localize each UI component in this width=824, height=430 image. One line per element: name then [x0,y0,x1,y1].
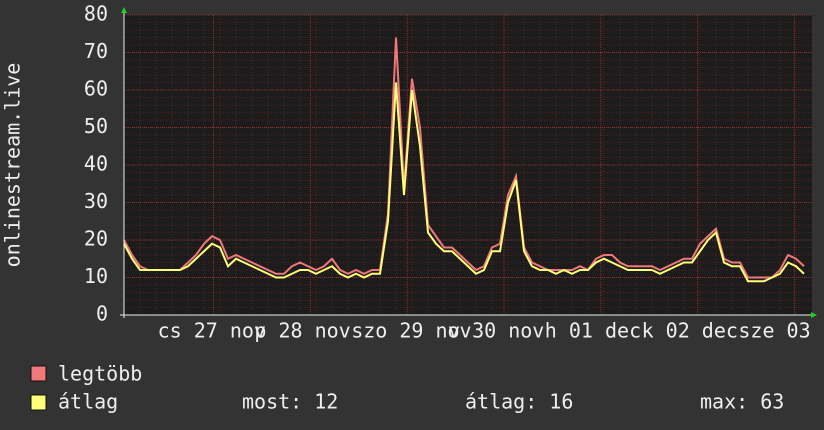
y-axis-label: onlinestream.live [1,63,25,268]
x-tick-label: szo 29 nov [351,319,471,343]
y-tick-label: 60 [84,77,108,101]
stat-average: átlag: 16 [465,390,573,414]
x-tick-label: sze 03 [738,319,810,343]
x-tick-label: p 28 nov [254,319,350,343]
x-tick-label: cs 27 nov [158,319,266,343]
legend-label: legtöbb [58,362,142,386]
y-tick-label: 70 [84,39,108,63]
series-line [123,37,805,279]
series-line [123,82,805,283]
stat-current: most: 12 [242,390,338,414]
y-tick-label: 30 [84,189,108,213]
y-tick-label: 10 [84,264,108,288]
y-tick-label: 50 [84,114,108,138]
y-arrow [121,7,127,13]
stat-max: max: 63 [700,390,784,414]
y-tick-label: 0 [96,302,108,326]
y-tick-label: 20 [84,227,108,251]
y-tick-label: 80 [84,2,108,26]
x-tick-label: h 01 dec [545,319,641,343]
legend-label: átlag [58,390,118,414]
marks [123,37,805,283]
y-tick-label: 40 [84,152,108,176]
x-arrow [811,312,817,318]
legend-swatch [30,365,47,382]
x-tick-label: v 30 nov [448,319,544,343]
x-tick-label: k 02 dec [642,319,738,343]
legend-swatch [30,394,47,411]
